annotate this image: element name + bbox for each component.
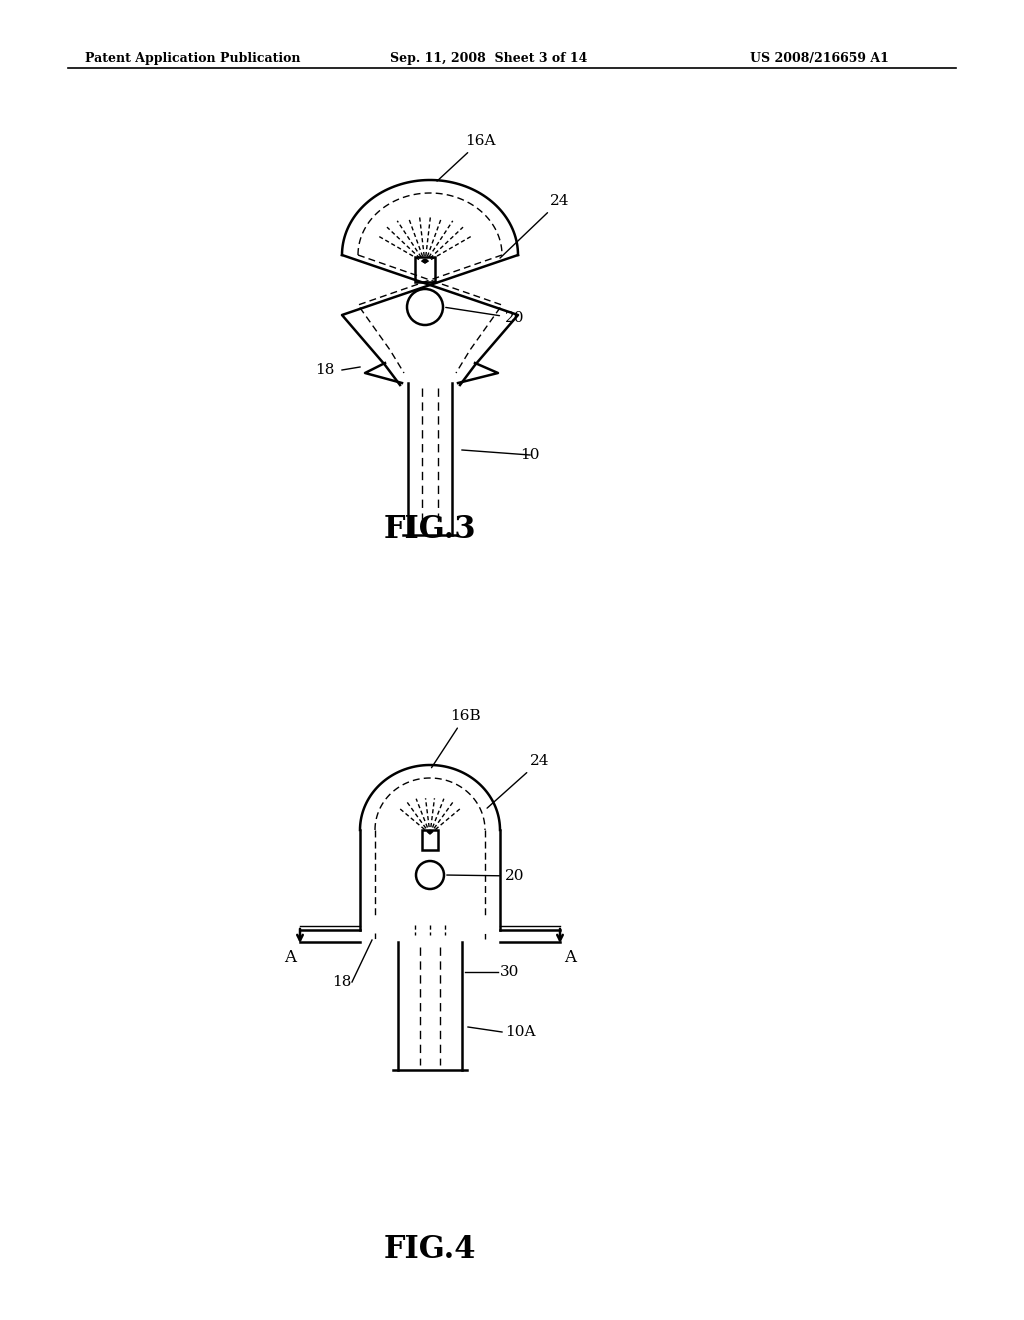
Text: 24: 24 <box>487 754 550 808</box>
Text: 20: 20 <box>446 869 524 883</box>
Bar <box>422 830 438 850</box>
Text: Patent Application Publication: Patent Application Publication <box>85 51 300 65</box>
Text: 10A: 10A <box>505 1026 536 1039</box>
Text: A: A <box>564 949 575 966</box>
Circle shape <box>416 861 444 888</box>
Text: FIG.4: FIG.4 <box>384 1234 476 1266</box>
Text: 30: 30 <box>501 965 520 979</box>
Text: 24: 24 <box>500 194 569 259</box>
Text: 16B: 16B <box>431 709 480 768</box>
Text: 16A: 16A <box>437 135 496 181</box>
Text: 20: 20 <box>445 308 524 325</box>
Text: 10: 10 <box>520 447 540 462</box>
Text: 18: 18 <box>315 363 335 378</box>
Text: 18: 18 <box>333 975 351 989</box>
Bar <box>415 257 435 282</box>
Circle shape <box>407 289 443 325</box>
Text: Sep. 11, 2008  Sheet 3 of 14: Sep. 11, 2008 Sheet 3 of 14 <box>390 51 588 65</box>
Text: A: A <box>284 949 296 966</box>
Text: US 2008/216659 A1: US 2008/216659 A1 <box>750 51 889 65</box>
Text: FIG.3: FIG.3 <box>384 515 476 545</box>
